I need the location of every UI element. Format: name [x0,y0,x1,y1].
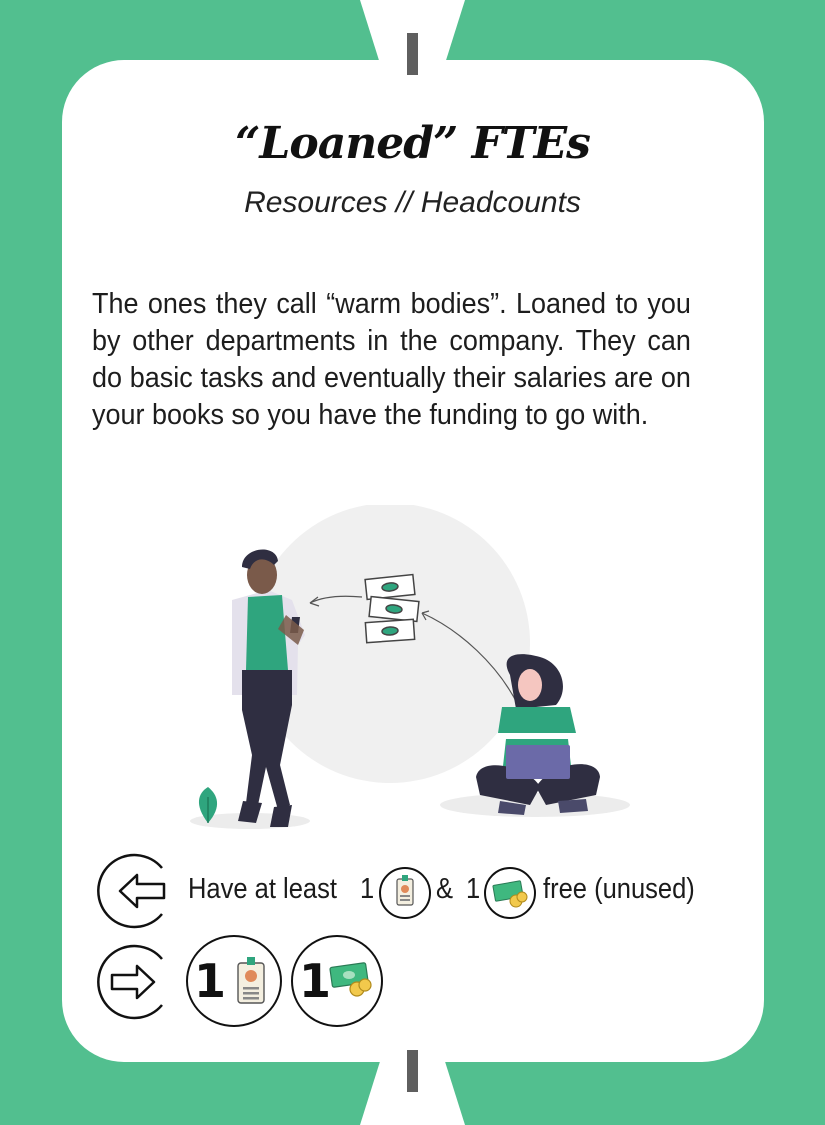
standing-person [232,549,305,827]
reward-money-token: 1 [291,935,383,1027]
requirement-count-1: 1 [360,873,375,905]
input-arrow-icon [97,853,166,929]
top-tick-mark [407,33,418,75]
reward-badge-token: 1 [186,935,282,1027]
arrow-to-man [309,595,363,604]
money-icon [329,962,372,997]
badge-icon [379,867,431,919]
card-subtitle: Resources // Headcounts [244,186,581,219]
requirement-prefix: Have at least [188,873,337,905]
illustration [190,505,630,829]
requirement-suffix: free (unused) [543,873,695,905]
reward-count-1: 1 [194,954,227,1008]
laptop [506,745,570,779]
money-icon [484,867,536,919]
requirement-connector: & [436,873,454,905]
ground-shadow-right [440,793,630,817]
background-circle [250,505,530,783]
badge-icon [237,957,265,1004]
bottom-tick-mark [407,1050,418,1092]
card-description: The ones they call “warm bodies”. Loaned… [92,288,691,431]
money-stack [364,573,420,644]
sitting-person [476,654,600,815]
output-arrow-icon [97,944,163,1020]
card-title: “Loaned” FTEs [235,118,591,169]
arrow-from-woman [421,612,519,706]
reward-count-2: 1 [299,954,332,1008]
requirement-count-2: 1 [466,873,481,905]
